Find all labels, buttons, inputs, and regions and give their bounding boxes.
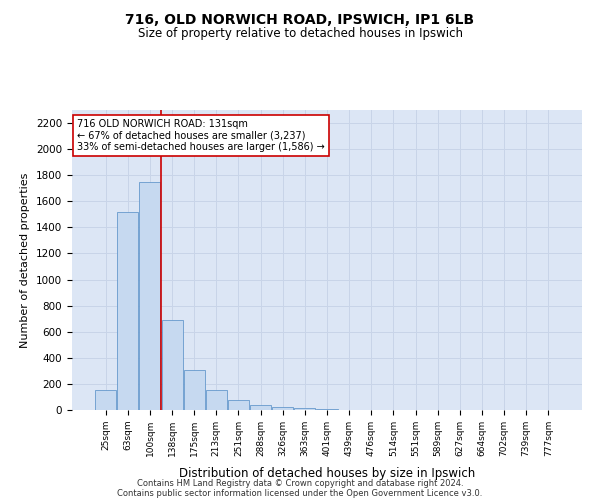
Text: Contains public sector information licensed under the Open Government Licence v3: Contains public sector information licen… (118, 488, 482, 498)
Text: Contains HM Land Registry data © Crown copyright and database right 2024.: Contains HM Land Registry data © Crown c… (137, 478, 463, 488)
Bar (295, 408, 316, 410)
Bar (272, 406, 293, 410)
Bar (118, 212, 139, 410)
Bar (161, 320, 182, 410)
Text: 716, OLD NORWICH ROAD, IPSWICH, IP1 6LB: 716, OLD NORWICH ROAD, IPSWICH, IP1 6LB (125, 12, 475, 26)
Bar (228, 400, 249, 410)
Bar (250, 405, 271, 410)
Text: 716 OLD NORWICH ROAD: 131sqm
← 67% of detached houses are smaller (3,237)
33% of: 716 OLD NORWICH ROAD: 131sqm ← 67% of de… (77, 119, 325, 152)
X-axis label: Distribution of detached houses by size in Ipswich: Distribution of detached houses by size … (179, 467, 475, 480)
Y-axis label: Number of detached properties: Number of detached properties (20, 172, 31, 348)
Bar (206, 390, 227, 410)
Bar (139, 182, 160, 410)
Bar (95, 390, 116, 410)
Bar (184, 370, 205, 410)
Text: Size of property relative to detached houses in Ipswich: Size of property relative to detached ho… (137, 28, 463, 40)
